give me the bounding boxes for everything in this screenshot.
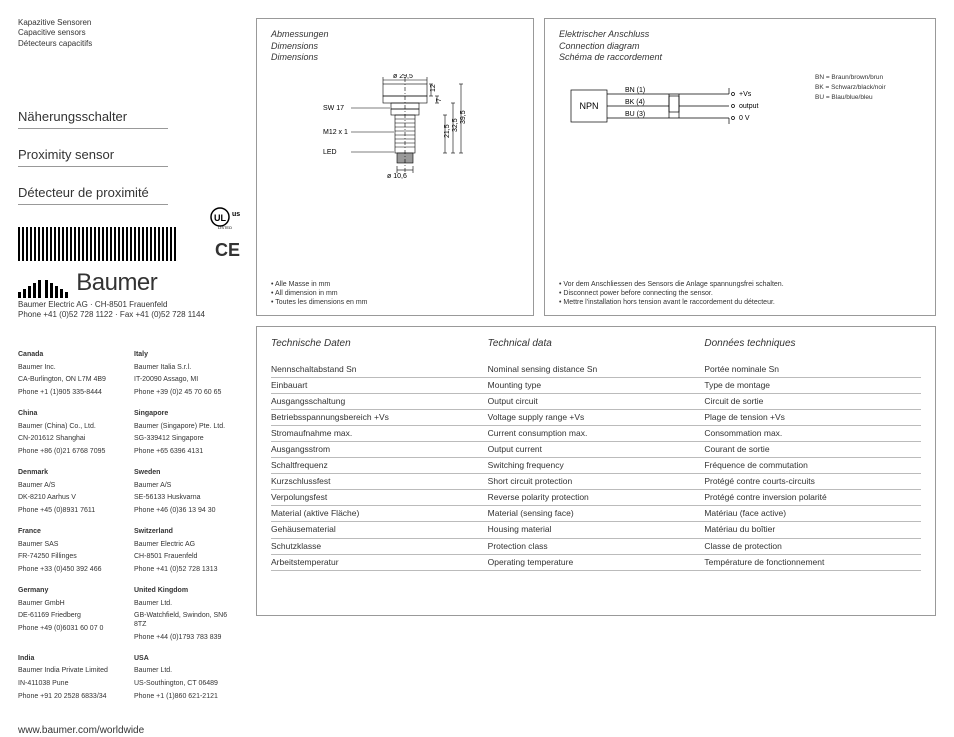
svg-text:0 V: 0 V [739,115,750,122]
tech-data-box: Technische Daten Technical data Données … [256,326,936,616]
svg-text:NPN: NPN [579,101,598,111]
connection-box: Elektrischer Anschluss Connection diagra… [544,18,936,316]
tech-headers: Technische Daten Technical data Données … [271,337,921,350]
tech-row: SchutzklasseProtection classClasse de pr… [271,539,921,555]
contact-entry: CanadaBaumer Inc.CA-Burlington, ON L7M 4… [18,351,124,402]
dimensions-box: Abmessungen Dimensions Dimensions [256,18,534,316]
title-fr: Détecteur de proximité [18,185,168,205]
company-info: Baumer Electric AG · CH-8501 Frauenfeld … [18,300,240,321]
svg-text:LED: LED [323,149,337,156]
contacts-grid: CanadaBaumer Inc.CA-Burlington, ON L7M 4… [18,351,240,710]
svg-text:BK (4): BK (4) [625,99,645,106]
connection-header: Elektrischer Anschluss Connection diagra… [559,29,921,64]
left-column: Kapazitive Sensoren Capacitive sensors D… [18,18,240,737]
svg-text:BN (1): BN (1) [625,87,645,94]
contact-entry: SwitzerlandBaumer Electric AGCH-8501 Fra… [134,528,240,579]
tech-hdr-en: Technical data [488,337,705,350]
tech-row: Material (aktive Fläche)Material (sensin… [271,506,921,522]
tech-row: EinbauartMounting typeType de montage [271,378,921,394]
svg-text:ø 10,6: ø 10,6 [387,173,407,180]
contact-entry: IndiaBaumer India Private LimitedIN-4110… [18,655,124,706]
contact-entry: United KingdomBaumer Ltd.GB-Watchfield, … [134,587,240,647]
contact-entry: ChinaBaumer (China) Co., Ltd.CN-201612 S… [18,410,124,461]
tech-row: AusgangsstromOutput currentCourant de so… [271,442,921,458]
tech-row: Stromaufnahme max.Current consumption ma… [271,426,921,442]
tech-row: Betriebsspannungsbereich +VsVoltage supp… [271,410,921,426]
company-name: Baumer Electric AG · CH-8501 Frauenfeld [18,300,240,310]
svg-text:us: us [232,211,240,218]
contact-entry: FranceBaumer SASFR-74250 FillingesPhone … [18,528,124,579]
svg-text:BU (3): BU (3) [625,111,645,118]
dimensions-footnote: • Alle Masse in mm • All dimension in mm… [271,280,519,307]
tech-row: Nennschaltabstand SnNominal sensing dist… [271,362,921,378]
svg-text:LISTED: LISTED [218,225,232,230]
certifications: UL us LISTED CE [210,206,240,263]
svg-text:output: output [739,103,759,110]
sensor-types: Kapazitive Sensoren Capacitive sensors D… [18,18,240,49]
svg-text:32,5: 32,5 [452,118,459,132]
tech-row: VerpolungsfestReverse polarity protectio… [271,490,921,506]
contact-entry: USABaumer Ltd.US-Southington, CT 06489Ph… [134,655,240,706]
logo: Baumer [18,267,240,298]
barcode [18,227,178,261]
contact-entry: DenmarkBaumer A/SDK-8210 Aarhus VPhone +… [18,469,124,520]
tech-row: ArbeitstemperaturOperating temperatureTe… [271,555,921,571]
contact-entry: GermanyBaumer GmbHDE-61169 FriedbergPhon… [18,587,124,647]
ul-icon: UL us LISTED [210,206,240,230]
ce-mark: CE [210,239,240,262]
website-url: www.baumer.com/worldwide [18,724,240,737]
tech-row: SchaltfrequenzSwitching frequencyFréquen… [271,458,921,474]
dimensions-header: Abmessungen Dimensions Dimensions [271,29,519,64]
logo-text: Baumer [76,267,157,298]
svg-text:12: 12 [430,84,437,92]
type-de: Kapazitive Sensoren [18,18,240,28]
svg-text:ø 29,5: ø 29,5 [393,74,413,80]
company-phone: Phone +41 (0)52 728 1122 · Fax +41 (0)52… [18,310,240,320]
contact-entry: ItalyBaumer Italia S.r.l.IT-20090 Assago… [134,351,240,402]
wire-legend: BN = Braun/brown/brun BK = Schwarz/black… [815,73,886,102]
tech-hdr-fr: Données techniques [704,337,921,350]
svg-text:+Vs: +Vs [739,91,752,98]
type-en: Capacitive sensors [18,28,240,38]
svg-text:21,5: 21,5 [444,124,451,138]
contact-entry: SwedenBaumer A/SSE-56133 HuskvarnaPhone … [134,469,240,520]
svg-text:39,5: 39,5 [460,110,467,124]
tech-table: Nennschaltabstand SnNominal sensing dist… [271,362,921,571]
contact-entry: SingaporeBaumer (Singapore) Pte. Ltd.SG-… [134,410,240,461]
tech-row: AusgangsschaltungOutput circuitCircuit d… [271,394,921,410]
tech-hdr-de: Technische Daten [271,337,488,350]
svg-text:M12 x 1: M12 x 1 [323,129,348,136]
title-de: Näherungsschalter [18,109,168,129]
svg-text:SW 17: SW 17 [323,105,344,112]
title-en: Proximity sensor [18,147,168,167]
type-fr: Détecteurs capacitifs [18,39,240,49]
connection-diagram: NPN BN (1) BK (4) BU (3) +Vs output 0 V [569,78,799,148]
dimension-diagram: ø 29,5 12 7 21,5 32,5 39,5 SW 17 M12 x 1… [305,74,485,244]
connection-footnote: • Vor dem Anschliessen des Sensors die A… [559,280,921,307]
logo-bars-icon [18,280,70,298]
svg-text:UL: UL [214,213,226,223]
tech-row: KurzschlussfestShort circuit protectionP… [271,474,921,490]
tech-row: GehäusematerialHousing materialMatériau … [271,522,921,538]
svg-text:7: 7 [436,98,443,102]
